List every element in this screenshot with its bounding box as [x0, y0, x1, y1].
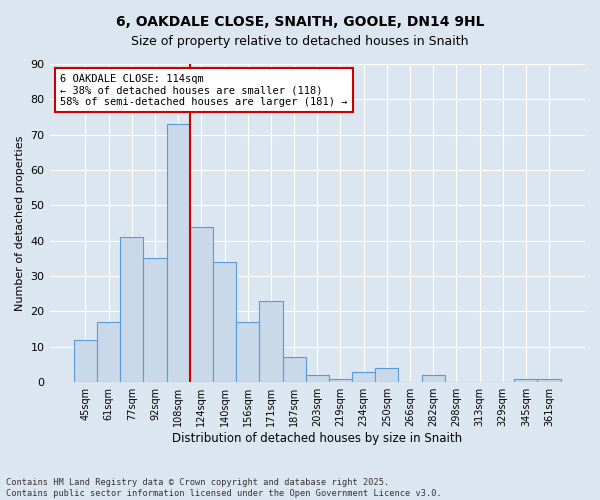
Bar	[352, 372, 375, 382]
Bar	[143, 258, 167, 382]
Bar	[236, 322, 259, 382]
Bar	[283, 358, 305, 382]
Bar	[259, 301, 283, 382]
Bar	[120, 237, 143, 382]
Text: 6 OAKDALE CLOSE: 114sqm
← 38% of detached houses are smaller (118)
58% of semi-d: 6 OAKDALE CLOSE: 114sqm ← 38% of detache…	[60, 74, 348, 106]
Bar	[375, 368, 398, 382]
Bar	[74, 340, 97, 382]
Text: Size of property relative to detached houses in Snaith: Size of property relative to detached ho…	[131, 35, 469, 48]
Bar	[97, 322, 120, 382]
Text: Contains HM Land Registry data © Crown copyright and database right 2025.
Contai: Contains HM Land Registry data © Crown c…	[6, 478, 442, 498]
Bar	[305, 375, 329, 382]
Bar	[422, 375, 445, 382]
Y-axis label: Number of detached properties: Number of detached properties	[15, 136, 25, 311]
Text: 6, OAKDALE CLOSE, SNAITH, GOOLE, DN14 9HL: 6, OAKDALE CLOSE, SNAITH, GOOLE, DN14 9H…	[116, 15, 484, 29]
Bar	[167, 124, 190, 382]
Bar	[329, 378, 352, 382]
Bar	[213, 262, 236, 382]
Bar	[190, 226, 213, 382]
Bar	[538, 378, 560, 382]
X-axis label: Distribution of detached houses by size in Snaith: Distribution of detached houses by size …	[172, 432, 463, 445]
Bar	[514, 378, 538, 382]
